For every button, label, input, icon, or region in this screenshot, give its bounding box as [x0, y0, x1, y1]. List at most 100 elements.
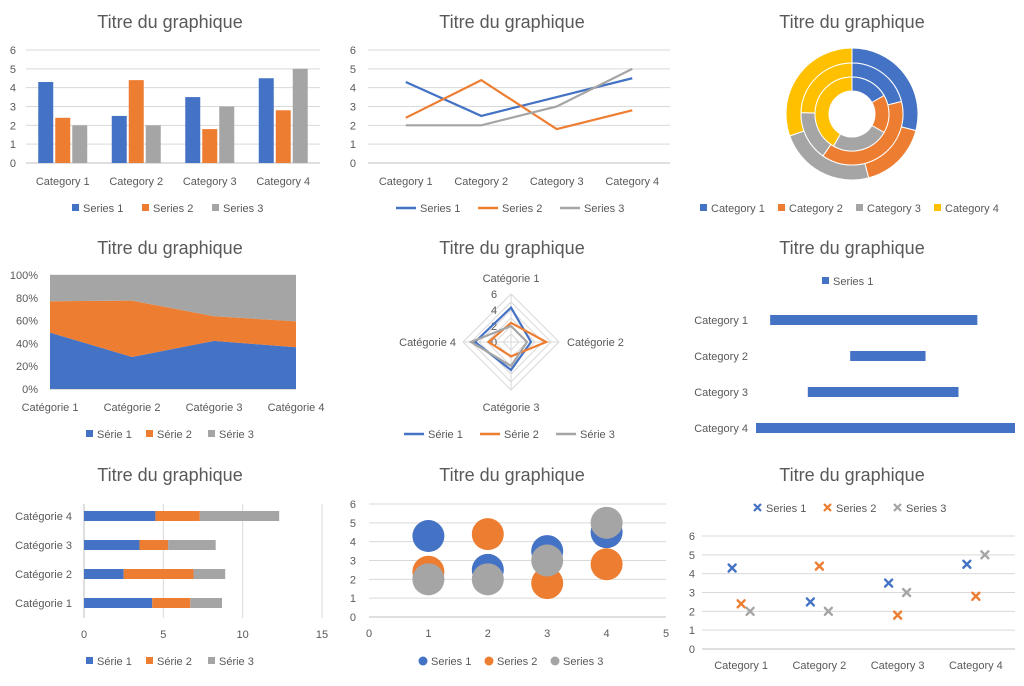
legend-swatch: [86, 430, 93, 437]
bubble: [412, 563, 445, 596]
legend-label: Series 3: [563, 656, 603, 668]
chart-3-doughnut: Titre du graphique Category 1 Category 2 Ca…: [700, 12, 999, 215]
axis-category-label: Catégorie 1: [483, 273, 540, 285]
y-tick-label: 3: [689, 588, 695, 600]
y-tick-label: 1: [350, 593, 356, 605]
legend-label: Series 2: [497, 656, 537, 668]
chart-title: Titre du graphique: [439, 465, 584, 485]
legend-label: Series 2: [502, 203, 542, 215]
bar: [38, 82, 54, 163]
y-tick-label: 0: [350, 612, 356, 624]
legend-swatch: [146, 430, 153, 437]
legend-label: Série 3: [580, 429, 615, 441]
y-tick-label: Catégorie 3: [15, 540, 72, 552]
x-tick-label: Catégorie 3: [186, 402, 243, 414]
chart-6-floating-bars: Titre du graphique Series 1 Category 1 Cate…: [694, 238, 1015, 435]
chart-title: Titre du graphique: [97, 12, 242, 32]
x-marker: [971, 591, 981, 601]
x-tick-label: 10: [237, 629, 249, 641]
x-tick-label: Catégorie 1: [22, 402, 79, 414]
legend-label: Série 1: [97, 656, 132, 668]
y-tick-label: 6: [350, 499, 356, 511]
legend-swatch: [146, 657, 153, 664]
y-tick-label: 2: [350, 120, 356, 132]
legend-label: Series 1: [431, 656, 471, 668]
bar: [807, 387, 959, 397]
x-tick-label: Catégorie 2: [104, 402, 161, 414]
bubble: [531, 544, 564, 577]
chart-title: Titre du graphique: [779, 238, 924, 258]
legend-swatch: [778, 204, 785, 211]
bar-segment: [152, 598, 191, 608]
bubble: [590, 506, 623, 539]
series-line: [405, 77, 633, 118]
x-tick-label: 2: [485, 628, 491, 640]
bar: [55, 117, 71, 163]
y-tick-label: Catégorie 4: [15, 511, 72, 523]
bubble: [531, 567, 564, 600]
legend-swatch: [893, 503, 902, 512]
area-band: [50, 275, 296, 322]
y-tick-label: 0: [689, 644, 695, 656]
bar: [128, 80, 144, 163]
series-line: [405, 78, 633, 131]
y-tick-label: 5: [350, 518, 356, 530]
y-tick-label: Category 2: [694, 351, 748, 363]
x-marker: [805, 597, 816, 607]
legend-swatch: [550, 656, 560, 666]
bubble: [590, 548, 623, 581]
legend-label: Category 1: [711, 203, 765, 215]
bar-segment: [139, 540, 169, 550]
legend-swatch: [208, 430, 215, 437]
y-tick-label: 3: [350, 556, 356, 568]
x-marker: [814, 561, 825, 571]
x-tick-label: Category 1: [379, 176, 433, 188]
legend-label: Category 3: [867, 203, 921, 215]
bar-segment: [123, 569, 194, 579]
legend-swatch: [72, 204, 79, 211]
bar: [111, 115, 127, 163]
y-tick-label: 2: [350, 574, 356, 586]
chart-9-marker-scatter: Titre du graphique Series 1 Series 2 Series…: [689, 465, 1015, 672]
legend-swatch: [418, 656, 428, 666]
legend-swatch: [856, 204, 863, 211]
axis-category-label: Catégorie 4: [399, 337, 456, 349]
bubble: [471, 518, 504, 551]
x-marker: [727, 563, 737, 573]
chart-title: Titre du graphique: [97, 238, 242, 258]
x-tick-label: Category 2: [454, 176, 508, 188]
legend-label: Série 1: [97, 429, 132, 441]
y-tick-label: Category 4: [694, 423, 748, 435]
y-tick-label: 4: [350, 537, 356, 549]
x-marker: [736, 599, 746, 609]
legend-label: Series 3: [223, 203, 263, 215]
r-tick-label: 2: [491, 321, 497, 333]
legend-swatch: [208, 657, 215, 664]
radar-series: [468, 324, 529, 368]
legend-swatch: [142, 204, 149, 211]
chart-title: Titre du graphique: [779, 465, 924, 485]
x-marker: [962, 559, 972, 569]
y-tick-label: 6: [350, 45, 356, 57]
y-tick-label: 0: [10, 158, 16, 170]
bar-segment: [84, 511, 156, 521]
bar-segment: [84, 540, 140, 550]
bar: [292, 68, 308, 163]
chart-8-bubble: Titre du graphique 0 1 2 3 4 5 6 0 1 2 3 4 5 Series 1 S…: [350, 465, 669, 668]
legend-label: Series 1: [420, 203, 460, 215]
r-tick-label: 4: [491, 305, 497, 317]
x-marker: [980, 550, 990, 560]
bar: [756, 423, 1015, 433]
y-tick-label: 5: [689, 550, 695, 562]
x-tick-label: Category 3: [183, 176, 237, 188]
legend-label: Series 2: [153, 203, 193, 215]
y-tick-label: Category 1: [694, 315, 748, 327]
x-tick-label: Category 4: [949, 660, 1003, 672]
legend-swatch: [700, 204, 707, 211]
y-tick-label: 4: [350, 83, 356, 95]
y-tick-label: 6: [10, 45, 16, 57]
bar-segment: [155, 511, 200, 521]
legend-swatch: [822, 277, 829, 284]
y-tick-label: 3: [350, 102, 356, 114]
